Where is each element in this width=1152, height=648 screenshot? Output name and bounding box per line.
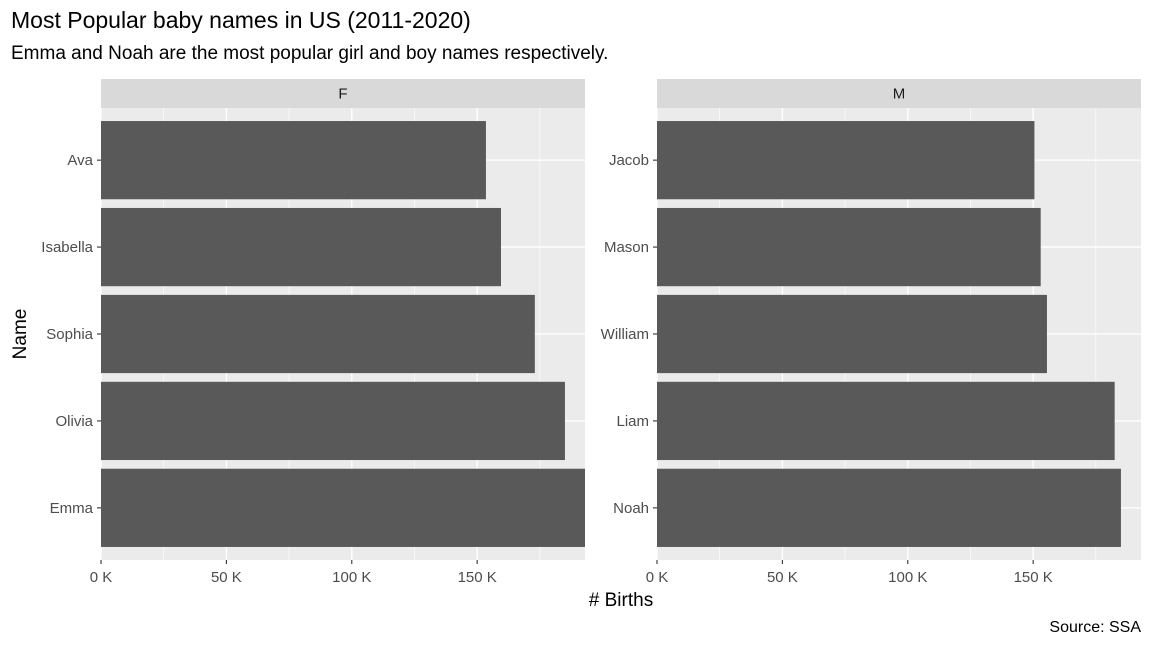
x-axis-title: # Births [589, 590, 653, 611]
x-tick-label: 150 K [1014, 569, 1053, 586]
x-tick-label: 50 K [767, 569, 798, 586]
bar [657, 294, 1047, 374]
bar [657, 207, 1041, 287]
bar [101, 121, 486, 200]
facet-strip-label: M [893, 86, 906, 103]
y-tick-label: Jacob [609, 152, 649, 169]
y-tick-label: Sophia [46, 326, 93, 343]
x-tick-label: 100 K [332, 569, 371, 586]
x-tick-label: 0 K [646, 569, 669, 586]
y-tick-label: Noah [613, 500, 649, 517]
y-tick-label: William [601, 326, 649, 343]
bar [657, 381, 1115, 461]
chart-title: Most Popular baby names in US (2011-2020… [11, 7, 471, 33]
x-tick-label: 100 K [888, 569, 927, 586]
x-tick-label: 150 K [458, 569, 497, 586]
chart-subtitle: Emma and Noah are the most popular girl … [11, 43, 609, 64]
bar [657, 468, 1121, 547]
bar [101, 381, 565, 461]
y-tick-label: Olivia [55, 413, 93, 430]
y-tick-label: Mason [604, 239, 649, 256]
chart-caption: Source: SSA [1049, 619, 1141, 636]
y-tick-label: Ava [67, 152, 93, 169]
y-tick-label: Emma [50, 500, 94, 517]
facet-strip [657, 79, 1141, 108]
y-tick-label: Isabella [41, 239, 93, 256]
bar [657, 121, 1035, 200]
bar [101, 468, 585, 547]
bar [101, 294, 535, 374]
bar [101, 207, 501, 287]
y-axis-title: Name [10, 309, 31, 360]
facet-strip [101, 79, 585, 108]
y-tick-label: Liam [616, 413, 649, 430]
x-tick-label: 0 K [90, 569, 113, 586]
facet-strip-label: F [338, 86, 347, 103]
x-tick-label: 50 K [211, 569, 242, 586]
